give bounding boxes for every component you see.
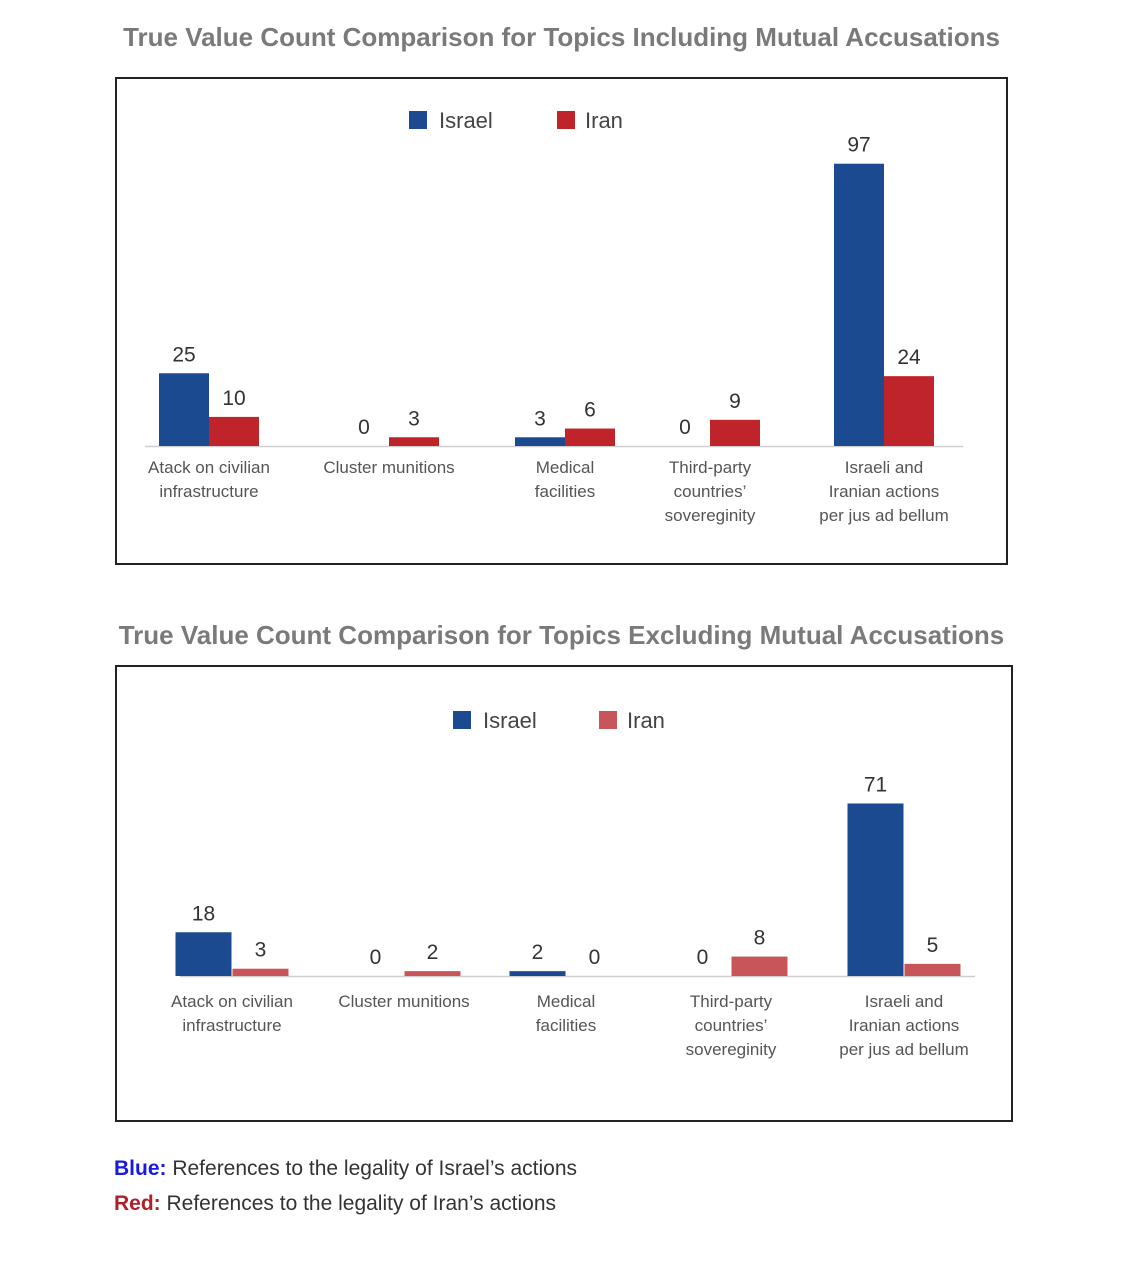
bar-iran [404,971,461,976]
category-label-line: infrastructure [159,482,258,501]
category-label: Medical facilities [535,458,595,501]
bar-iran [884,376,934,446]
data-label-iran: 10 [222,387,245,410]
data-label-israel: 0 [679,416,691,439]
category-label: Cluster munitions [323,458,454,477]
category-label: Medical facilities [536,992,596,1035]
data-label-israel: 0 [697,946,709,969]
data-label-israel: 18 [192,902,215,925]
bar-iran [904,963,961,976]
category-label-line: facilities [535,482,595,501]
category-label-line: Third-party [669,458,752,477]
bar-iran [710,419,760,446]
data-label-iran: 24 [897,346,921,369]
data-label-israel: 25 [172,343,195,366]
data-label-israel: 71 [864,773,887,796]
category-label: Israeli and Iranian actions per jus ad bel… [819,458,948,525]
category-label-line: infrastructure [182,1016,281,1035]
bar-israel [515,437,565,446]
category-label-line: facilities [536,1016,596,1035]
category-label-line: Atack on civilian [148,458,270,477]
legend: Israel Iran [453,708,665,733]
chart-1-plot: Israel Iran 25 10 Atack on civilian infrastru… [145,108,963,525]
category-label-line: Medical [537,992,596,1011]
data-label-israel: 0 [370,946,382,969]
bar-iran [209,416,259,446]
category-label: Israeli and Iranian actions per jus ad bel… [839,992,968,1059]
legend-swatch-israel [453,711,471,729]
chart-2-plot: Israel Iran 18 3 Atack on civilian infrastruc… [171,708,975,1059]
category-label-line: Medical [536,458,595,477]
category-label-line: countries’ [674,482,747,501]
footnote-red-key: Red: [114,1192,161,1215]
data-label-israel: 3 [534,407,546,430]
category-label-line: Cluster munitions [338,992,469,1011]
bar-israel [509,971,566,976]
data-label-iran: 3 [408,407,420,430]
data-label-israel: 2 [532,941,544,964]
footnote-blue-key: Blue: [114,1157,167,1180]
bar-israel [847,803,904,976]
bar-iran [232,968,289,976]
legend-label-iran: Iran [627,708,665,733]
category-label-line: sovereginity [665,506,756,525]
category-label-line: Atack on civilian [171,992,293,1011]
data-label-iran: 9 [729,390,741,413]
bar-israel [159,373,209,446]
legend-label-israel: Israel [483,708,537,733]
category-label: Third-party countries’ sovereginity [686,992,777,1059]
legend-swatch-israel [409,111,427,129]
legend-swatch-iran [599,711,617,729]
data-label-iran: 6 [584,399,596,422]
category-label-line: countries’ [695,1016,768,1035]
legend-label-israel: Israel [439,108,493,133]
bar-iran [389,437,439,446]
bar-iran [565,428,615,446]
category-label-line: Iranian actions [829,482,940,501]
category-label-line: sovereginity [686,1040,777,1059]
chart-1-title: True Value Count Comparison for Topics I… [123,22,1000,52]
footnote-red: Red: References to the legality of Iran’… [114,1192,556,1216]
category-label-line: per jus ad bellum [819,506,948,525]
data-label-israel: 0 [358,416,370,439]
bar-iran [731,956,788,976]
category-label-line: Third-party [690,992,773,1011]
category-label-line: Cluster munitions [323,458,454,477]
category-label-line: Israeli and [845,458,923,477]
data-label-iran: 3 [255,939,267,962]
data-label-iran: 8 [754,927,766,950]
chart-2-title: True Value Count Comparison for Topics E… [118,620,1005,650]
footnote-red-text: References to the legality of Iran’s act… [160,1192,557,1215]
footnote-blue: Blue: References to the legality of Isra… [114,1157,577,1181]
category-label: Cluster munitions [338,992,469,1011]
category-label-line: Israeli and [865,992,943,1011]
category-label: Third-party countries’ sovereginity [665,458,756,525]
data-label-iran: 2 [427,941,439,964]
bar-israel [175,932,232,976]
category-label: Atack on civilian infrastructure [148,458,270,501]
bar-israel [834,163,884,446]
category-label-line: per jus ad bellum [839,1040,968,1059]
category-label-line: Iranian actions [849,1016,960,1035]
data-label-israel: 97 [847,134,870,157]
chart-1-frame: Israel Iran 25 10 Atack on civilian infrastru… [115,77,1008,565]
legend: Israel Iran [409,108,623,133]
data-label-iran: 5 [927,934,939,957]
footnote-blue-text: References to the legality of Israel’s a… [166,1157,577,1180]
data-label-iran: 0 [589,946,601,969]
category-label: Atack on civilian infrastructure [171,992,293,1035]
legend-swatch-iran [557,111,575,129]
legend-label-iran: Iran [585,108,623,133]
chart-2-frame: Israel Iran 18 3 Atack on civilian infrastruc… [115,665,1013,1122]
